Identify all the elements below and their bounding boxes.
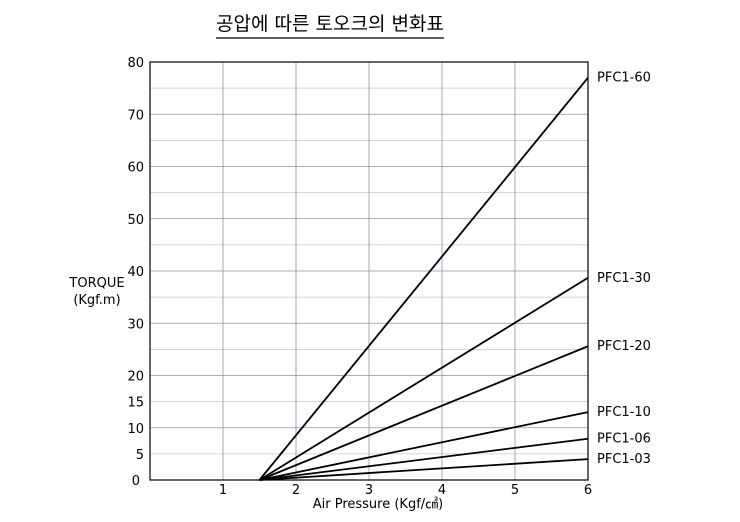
series-line-pfc1-20 [259,345,589,481]
grid [149,61,589,481]
series-lines [258,77,589,481]
y-tick-label: 10 [127,422,144,437]
y-tick-label: 5 [136,448,144,463]
y-tick-label: 30 [127,317,144,332]
x-tick-label: 4 [438,483,446,498]
x-tick-label: 0 [132,474,140,489]
y-axis-label-line2: (Kgf.m) [73,293,120,308]
series-label-pfc1-10: PFC1-10 [597,405,651,420]
series-label-pfc1-60: PFC1-60 [597,71,651,86]
series-label-pfc1-03: PFC1-03 [597,452,651,467]
plot-frame [149,61,589,481]
y-tick-label: 15 [127,396,144,411]
x-tick-label: 1 [219,483,227,498]
y-tick-label: 50 [127,213,144,228]
series-line-pfc1-30 [259,277,589,481]
series-labels: PFC1-60 PFC1-30 PFC1-20 PFC1-10 PFC1-06 PFC1-… [597,71,651,467]
x-tick-label: 2 [292,483,300,498]
chart-title: 공압에 따른 토오크의 변화표 [216,13,444,35]
series-line-pfc1-06 [259,437,589,481]
x-tick-label: 6 [584,483,592,498]
tick-labels: 5 10 15 20 30 40 50 60 70 80 0 1 2 3 4 5 6 [127,56,592,498]
y-tick-label: 40 [127,265,144,280]
y-axis-label-line1: TORQUE [68,276,124,291]
x-tick-label: 5 [511,483,519,498]
y-tick-label: 70 [127,108,144,123]
series-line-pfc1-10 [259,411,589,481]
series-label-pfc1-30: PFC1-30 [597,271,651,286]
series-label-pfc1-20: PFC1-20 [597,339,651,354]
y-tick-label: 20 [127,370,144,385]
series-line-pfc1-03 [259,458,589,481]
x-axis-label: Air Pressure (Kgf/㎠) [313,497,444,512]
y-tick-label: 60 [127,161,144,176]
series-label-pfc1-06: PFC1-06 [597,432,651,447]
y-tick-label: 80 [127,56,144,71]
x-tick-label: 3 [365,483,373,498]
series-line-pfc1-60 [258,77,589,481]
